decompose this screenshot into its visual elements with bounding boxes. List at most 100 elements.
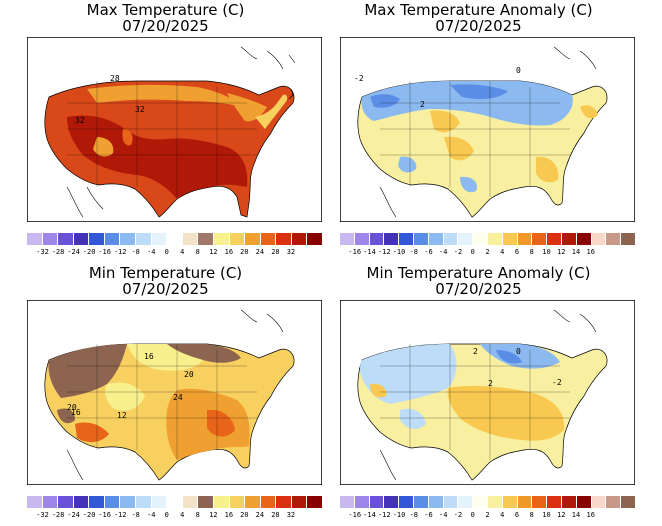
colorbar-tick-label: 10 (542, 248, 551, 256)
colorbar-tick-label: 28 (271, 511, 280, 519)
colorbar-swatch (340, 496, 355, 508)
colorbar-tick-label: -32 (36, 248, 49, 256)
contour-label: 32 (75, 116, 85, 125)
colorbar-swatch (58, 496, 74, 508)
colorbar-swatch (621, 233, 635, 245)
colorbar-tick-label: 12 (209, 248, 218, 256)
colorbar-swatch (606, 233, 622, 245)
colorbar-tick-label: -4 (146, 511, 156, 519)
contour-label: 2 (488, 379, 493, 388)
colorbar-tick-label: 12 (557, 248, 566, 256)
colorbar-swatch (182, 233, 199, 245)
colorbar-tick-label: -8 (409, 511, 418, 519)
colorbar-swatch (354, 233, 370, 245)
colorbar-swatch (428, 233, 444, 245)
colorbar-swatch (621, 496, 635, 508)
colorbar-tick-label: 14 (571, 511, 581, 519)
colorbar-tick-label: 2 (485, 511, 490, 519)
colorbar-tick-label: 12 (209, 511, 218, 519)
colorbar-swatch (413, 233, 429, 245)
colorbar-tick-label: 0 (470, 511, 475, 519)
colorbar-tick-label: 8 (529, 511, 534, 519)
colorbar-swatch (576, 233, 592, 245)
colorbar-swatch (561, 233, 577, 245)
panel-max-temperature-anomaly: Max Temperature Anomaly (C) 07/20/2025 0… (313, 0, 644, 263)
colorbar-swatch (369, 496, 385, 508)
colorbar-swatch (120, 233, 137, 245)
panel-title: Max Temperature Anomaly (C) (364, 1, 593, 19)
colorbar-tick-label: -16 (98, 511, 111, 519)
colorbar-swatch (245, 496, 261, 508)
min-temperature-map: 16 20 24 20 16 12 (27, 300, 322, 485)
colorbar-tick-label: 8 (529, 248, 534, 256)
colorbar-swatch (473, 233, 488, 245)
colorbar-swatch (151, 233, 168, 245)
colorbar-tick-label: 16 (224, 511, 234, 519)
colorbar-tick-label: -28 (51, 248, 65, 256)
colorbar-tick-label: -8 (131, 511, 140, 519)
colorbar-tick-label: -8 (409, 248, 418, 256)
contour-label: 20 (67, 403, 77, 412)
colorbar-tick-label: -16 (348, 511, 362, 519)
panel-title: Min Temperature (C) (88, 264, 243, 282)
colorbar-swatch (384, 233, 400, 245)
colorbar-swatch (502, 496, 518, 508)
colorbar-swatch (443, 233, 459, 245)
min-temperature-anomaly-map: 2 0 2 -2 (340, 300, 635, 485)
colorbar-tick-label: -14 (363, 248, 376, 256)
colorbar-tick-label: -20 (82, 248, 96, 256)
colorbar-swatch (591, 233, 607, 245)
colorbar-tick-label: 2 (485, 248, 490, 256)
colorbar-tick-label: -12 (377, 248, 391, 256)
colorbar-swatch (58, 233, 74, 245)
colorbar-tick-label: -14 (363, 511, 376, 519)
colorbar-swatch (561, 496, 577, 508)
contour-label: 12 (117, 411, 127, 420)
colorbar-swatch (120, 496, 137, 508)
colorbar-swatch (73, 496, 90, 508)
colorbar-tick-label: -10 (392, 511, 406, 519)
colorbar-tick-label: 12 (557, 511, 566, 519)
colorbar-swatch (213, 496, 230, 508)
colorbar-tick-label: -6 (424, 511, 433, 519)
max-temperature-map: 28 32 32 (27, 37, 322, 222)
contour-label: 0 (516, 66, 521, 75)
colorbar-tick-label: 4 (500, 511, 505, 519)
colorbar-swatch (260, 496, 277, 508)
colorbar-tick-label: 16 (586, 248, 595, 256)
colorbar-swatch (136, 233, 152, 245)
contour-label: 20 (184, 370, 194, 379)
colorbar-tick-label: 0 (470, 248, 475, 256)
colorbar (27, 233, 322, 245)
colorbar-swatch (517, 496, 533, 508)
colorbar-tick-label: 20 (240, 248, 249, 256)
contour-label: 16 (144, 352, 154, 361)
colorbar-swatch (307, 233, 322, 245)
colorbar-tick-label: -20 (82, 511, 96, 519)
colorbar-tick-label: 0 (164, 248, 169, 256)
colorbar-tick-label: 24 (255, 511, 265, 519)
colorbar-swatch (136, 496, 152, 508)
contour-label: 24 (173, 393, 183, 402)
colorbar-swatch (151, 496, 168, 508)
colorbar-tick-label: 8 (195, 511, 200, 519)
contour-label: 0 (516, 347, 521, 356)
colorbar-swatch (487, 233, 503, 245)
colorbar-tick-label: -24 (67, 248, 80, 256)
colorbar-tick-label: -16 (98, 248, 111, 256)
contour-label: -2 (354, 74, 364, 83)
colorbar-swatch (198, 233, 214, 245)
colorbar-tick-label: -12 (113, 511, 127, 519)
contour-label: 2 (473, 347, 478, 356)
colorbar-tick-label: -6 (424, 248, 433, 256)
panel-max-temperature: Max Temperature (C) 07/20/2025 28 32 32 … (0, 0, 331, 263)
colorbar-swatch (291, 496, 308, 508)
colorbar-swatch (443, 496, 459, 508)
colorbar-tick-label: 32 (286, 511, 296, 519)
colorbar (27, 496, 322, 508)
colorbar-swatch (399, 496, 414, 508)
colorbar-ticks: -16 -14 -12 -10 -8 -6 -4 -2 0 2 4 6 8 10 12 14 16 (340, 511, 635, 521)
colorbar-swatch (27, 233, 43, 245)
colorbar-tick-label: 8 (195, 248, 200, 256)
colorbar-tick-label: 0 (164, 511, 169, 519)
